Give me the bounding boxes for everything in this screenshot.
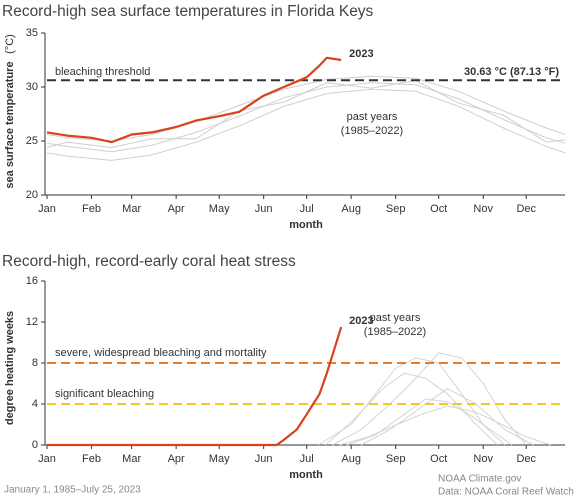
- y-tick-label: 35: [26, 27, 38, 39]
- threshold-label: significant bleaching: [55, 388, 154, 400]
- x-tick-label: Jan: [38, 453, 56, 465]
- x-tick-label: Jun: [255, 453, 273, 465]
- past-year-line: [360, 388, 534, 446]
- credit: NOAA Climate.gov: [438, 474, 521, 485]
- x-tick-label: Dec: [516, 453, 536, 465]
- x-tick-label: Dec: [516, 203, 536, 215]
- date-range: January 1, 1985–July 25, 2023: [4, 485, 141, 496]
- series-line: [46, 56, 342, 144]
- series-line: [47, 326, 343, 447]
- x-tick-label: Oct: [430, 453, 447, 465]
- past-years-range: (1985–2022): [364, 326, 426, 338]
- x-tick-label: May: [209, 203, 230, 215]
- x-tick-label: Mar: [122, 203, 141, 215]
- threshold-label: severe, widespread bleaching and mortali…: [55, 347, 267, 359]
- x-tick-label: Mar: [122, 453, 141, 465]
- x-tick-label: Jul: [300, 203, 314, 215]
- y-tick-label: 12: [26, 316, 38, 328]
- series-label: 2023: [349, 48, 373, 60]
- x-tick-label: Feb: [82, 203, 101, 215]
- x-tick-label: Jan: [38, 203, 56, 215]
- data-source: Data: NOAA Coral Reef Watch: [438, 487, 574, 498]
- x-tick-label: Sep: [386, 203, 406, 215]
- y-axis-label: degree heating weeks: [4, 311, 16, 425]
- past-year-line: [317, 357, 506, 446]
- y-tick-label: 20: [26, 189, 38, 201]
- y-tick-label: 25: [26, 135, 38, 147]
- y-axis-unit: (°C): [4, 34, 16, 54]
- x-tick-label: Aug: [341, 203, 361, 215]
- x-tick-label: Nov: [473, 203, 493, 215]
- past-year-line: [332, 352, 527, 446]
- y-tick-label: 16: [26, 275, 38, 287]
- past-year-line: [46, 82, 566, 153]
- x-tick-label: Jul: [300, 453, 314, 465]
- past-years-label: past years: [347, 111, 398, 123]
- x-tick-label: Aug: [341, 453, 361, 465]
- past-years-label: past years: [370, 312, 421, 324]
- past-year-line: [46, 75, 566, 142]
- chart-title: Record-high, record-early coral heat str…: [2, 253, 296, 270]
- x-tick-label: Nov: [473, 453, 493, 465]
- x-tick-label: Jun: [255, 203, 273, 215]
- past-year-line: [325, 372, 498, 446]
- x-axis-label: month: [289, 469, 323, 481]
- past-year-line: [339, 405, 551, 446]
- x-tick-label: Feb: [82, 453, 101, 465]
- chart-title: Record-high sea surface temperatures in …: [2, 3, 374, 20]
- x-tick-label: May: [209, 453, 230, 465]
- x-tick-label: Sep: [386, 453, 406, 465]
- y-tick-label: 0: [32, 439, 38, 451]
- series-label: 2023: [349, 315, 373, 327]
- threshold-label: bleaching threshold: [55, 66, 150, 78]
- past-years-range: (1985–2022): [341, 125, 403, 137]
- y-tick-label: 8: [32, 357, 38, 369]
- y-tick-label: 30: [26, 81, 38, 93]
- y-tick-label: 4: [32, 398, 38, 410]
- past-year-line: [346, 398, 513, 446]
- x-axis-label: month: [289, 219, 323, 231]
- threshold-value-label: 30.63 °C (87.13 °F): [464, 66, 559, 78]
- past-year-line: [46, 88, 566, 161]
- x-tick-label: Apr: [168, 453, 185, 465]
- x-tick-label: Oct: [430, 203, 447, 215]
- past-year-line: [46, 79, 566, 149]
- x-tick-label: Apr: [168, 203, 185, 215]
- y-axis-label: sea surface temperature: [4, 61, 16, 188]
